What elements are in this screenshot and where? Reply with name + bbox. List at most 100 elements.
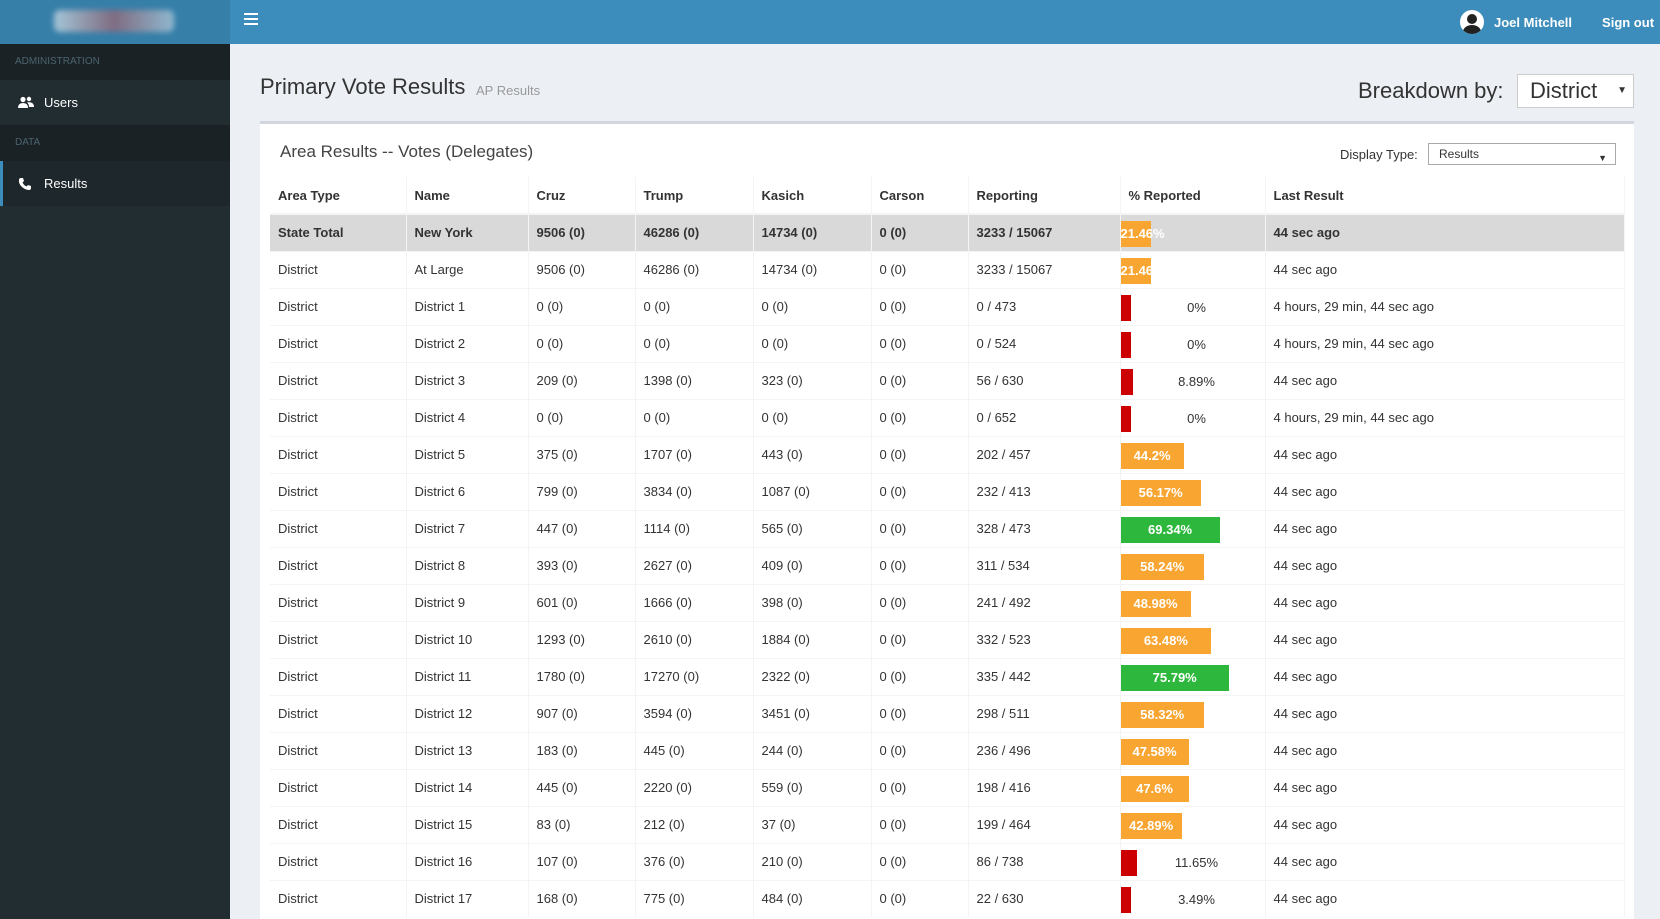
progress-bar: [1120, 257, 1152, 284]
cell-reporting: 202 / 457: [968, 435, 1121, 473]
top-navbar: Joel Mitchell Sign out: [0, 0, 1660, 44]
cell-cruz: 9506 (0): [528, 250, 636, 288]
user-avatar-icon[interactable]: [1460, 10, 1484, 34]
progress-bar: [1120, 590, 1191, 617]
column-header[interactable]: Reporting: [968, 177, 1121, 215]
cell-name: District 5: [406, 435, 529, 473]
cell-pct-reported: 56.17%: [1120, 472, 1266, 510]
cell-carson: 0 (0): [871, 583, 969, 621]
cell-reporting: 0 / 524: [968, 324, 1121, 362]
cell-cruz: 0 (0): [528, 324, 636, 362]
table-row: District District 8 393 (0) 2627 (0) 409 (0)…: [270, 546, 1625, 584]
app-logo[interactable]: [0, 0, 230, 44]
cell-reporting: 335 / 442: [968, 657, 1121, 695]
column-header[interactable]: Area Type: [270, 177, 407, 215]
column-header[interactable]: Last Result: [1265, 177, 1625, 215]
cell-last-result: 44 sec ago: [1265, 509, 1625, 547]
cell-cruz: 799 (0): [528, 472, 636, 510]
cell-last-result: 44 sec ago: [1265, 842, 1625, 880]
sidebar-item-results[interactable]: Results: [0, 161, 230, 206]
cell-reporting: 199 / 464: [968, 805, 1121, 843]
progress-bar: [1120, 294, 1131, 321]
cell-kasich: 244 (0): [753, 731, 872, 769]
cell-area-type: District: [270, 620, 407, 658]
cell-last-result: 44 sec ago: [1265, 361, 1625, 399]
cell-kasich: 0 (0): [753, 287, 872, 325]
cell-carson: 0 (0): [871, 546, 969, 584]
cell-area-type: District: [270, 361, 407, 399]
cell-cruz: 375 (0): [528, 435, 636, 473]
cell-trump: 46286 (0): [635, 250, 754, 288]
progress-bar: [1120, 368, 1134, 395]
cell-reporting: 236 / 496: [968, 731, 1121, 769]
cell-carson: 0 (0): [871, 768, 969, 806]
cell-name: District 16: [406, 842, 529, 880]
cell-trump: 46286 (0): [635, 213, 754, 251]
sidebar-toggle-icon[interactable]: [244, 13, 258, 25]
sidebar-item-users[interactable]: Users: [0, 80, 230, 125]
cell-last-result: 44 sec ago: [1265, 546, 1625, 584]
cell-carson: 0 (0): [871, 805, 969, 843]
cell-kasich: 1087 (0): [753, 472, 872, 510]
pct-label: 11.65%: [1174, 854, 1219, 870]
cell-carson: 0 (0): [871, 361, 969, 399]
cell-name: At Large: [406, 250, 529, 288]
table-row: District District 11 1780 (0) 17270 (0) 2322…: [270, 657, 1625, 695]
column-header[interactable]: % Reported: [1120, 177, 1266, 215]
cell-name: District 17: [406, 879, 529, 917]
sign-out-link[interactable]: Sign out: [1602, 14, 1655, 30]
table-row: District District 6 799 (0) 3834 (0) 1087 (0…: [270, 472, 1625, 510]
cell-name: District 13: [406, 731, 529, 769]
cell-reporting: 0 / 473: [968, 287, 1121, 325]
cell-name: District 9: [406, 583, 529, 621]
cell-trump: 2610 (0): [635, 620, 754, 658]
cell-last-result: 44 sec ago: [1265, 657, 1625, 695]
cell-area-type: District: [270, 694, 407, 732]
progress-bar: [1120, 886, 1131, 913]
table-row: District District 15 83 (0) 212 (0) 37 (0) 0 …: [270, 805, 1625, 843]
column-header[interactable]: Trump: [635, 177, 754, 215]
column-header[interactable]: Cruz: [528, 177, 636, 215]
cell-kasich: 484 (0): [753, 879, 872, 917]
cell-pct-reported: 69.34%: [1120, 509, 1266, 547]
cell-area-type: District: [270, 731, 407, 769]
cell-pct-reported: 47.6%: [1120, 768, 1266, 806]
state-total-row: State Total New York 9506 (0) 46286 (0) 1473…: [270, 213, 1625, 251]
pct-label: 58.32%: [1140, 706, 1185, 722]
table-row: District District 5 375 (0) 1707 (0) 443 (0)…: [270, 435, 1625, 473]
cell-name: District 8: [406, 546, 529, 584]
cell-pct-reported: 0%: [1120, 398, 1266, 436]
cell-pct-reported: 8.89%: [1120, 361, 1266, 399]
cell-kasich: 14734 (0): [753, 250, 872, 288]
column-header[interactable]: Carson: [871, 177, 969, 215]
blurred-logo-mark: [54, 10, 174, 32]
progress-bar: [1120, 516, 1220, 543]
page-subtitle: AP Results: [476, 83, 541, 98]
cell-pct-reported: 63.48%: [1120, 620, 1266, 658]
cell-reporting: 332 / 523: [968, 620, 1121, 658]
user-name[interactable]: Joel Mitchell: [1494, 14, 1573, 30]
cell-kasich: 1884 (0): [753, 620, 872, 658]
cell-kasich: 409 (0): [753, 546, 872, 584]
cell-pct-reported: 42.89%: [1120, 805, 1266, 843]
progress-bar: [1120, 331, 1131, 358]
cell-pct-reported: 21.46%: [1120, 250, 1266, 288]
cell-carson: 0 (0): [871, 324, 969, 362]
cell-trump: 1666 (0): [635, 583, 754, 621]
cell-area-type: State Total: [270, 213, 407, 251]
column-header[interactable]: Name: [406, 177, 529, 215]
table-row: District At Large 9506 (0) 46286 (0) 14734 (…: [270, 250, 1625, 288]
display-type-select[interactable]: Results ▼: [1428, 143, 1616, 165]
cell-trump: 2220 (0): [635, 768, 754, 806]
column-header[interactable]: Kasich: [753, 177, 872, 215]
table-row: District District 14 445 (0) 2220 (0) 559 (0…: [270, 768, 1625, 806]
cell-pct-reported: 21.46%: [1120, 213, 1266, 251]
progress-bar: [1120, 627, 1212, 654]
breakdown-select[interactable]: District ▼: [1517, 74, 1634, 108]
progress-bar: [1120, 775, 1189, 802]
cell-trump: 1114 (0): [635, 509, 754, 547]
pct-label: 47.6%: [1136, 780, 1173, 796]
pct-label: 56.17%: [1138, 484, 1183, 500]
